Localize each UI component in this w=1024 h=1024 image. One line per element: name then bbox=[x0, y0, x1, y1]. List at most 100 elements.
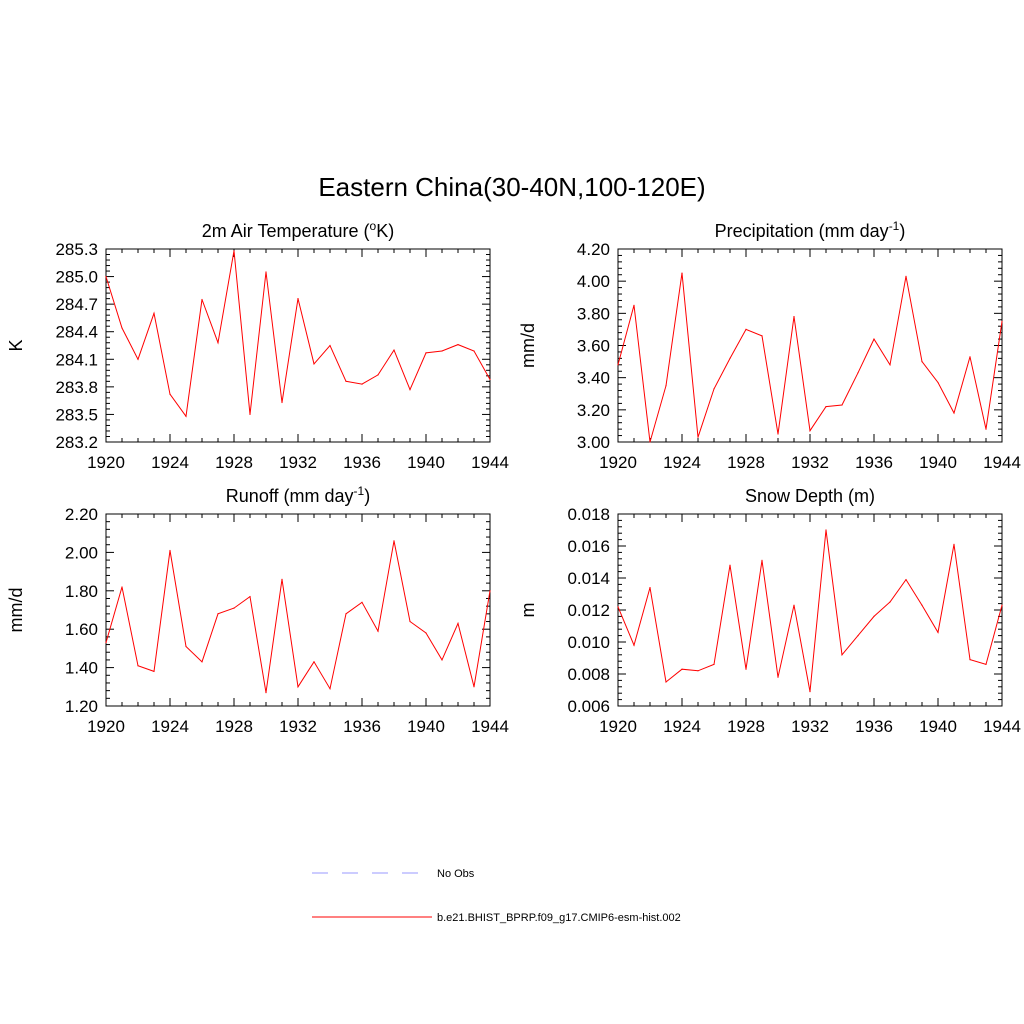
precipitation-data-point bbox=[857, 372, 859, 374]
runoff-data-point bbox=[105, 642, 107, 644]
temperature-x-tick-label: 1944 bbox=[471, 453, 509, 472]
runoff-data-point bbox=[489, 590, 491, 592]
runoff-x-tick-label: 1944 bbox=[471, 717, 509, 736]
snow-depth-data-point bbox=[633, 644, 635, 646]
precipitation-title-main: Precipitation (mm day bbox=[715, 221, 889, 241]
precipitation-x-tick-label: 1944 bbox=[983, 453, 1021, 472]
precipitation-data-point bbox=[921, 361, 923, 363]
runoff-y-tick-label: 1.20 bbox=[65, 697, 98, 716]
runoff-y-tick-label: 2.20 bbox=[65, 505, 98, 524]
temperature-title-tail: K) bbox=[376, 221, 394, 241]
snow-depth-data-point bbox=[889, 601, 891, 603]
precipitation-x-tick-label: 1924 bbox=[663, 453, 701, 472]
precipitation-data-point bbox=[825, 406, 827, 408]
runoff-data-point bbox=[313, 661, 315, 663]
snow-depth-y-tick-label: 0.008 bbox=[567, 665, 610, 684]
temperature-panel-title: 2m Air Temperature (oK) bbox=[202, 219, 394, 241]
snow-depth-data-point bbox=[697, 670, 699, 672]
runoff-title-superscript: -1 bbox=[354, 484, 365, 498]
runoff-data-point bbox=[329, 688, 331, 690]
panel-temperature: 1920 1924 1928 1932 1936 1940 1944 283.2 283.5 28… bbox=[6, 219, 509, 472]
runoff-x-tick-label: 1928 bbox=[215, 717, 253, 736]
temperature-y-tick-label: 284.1 bbox=[55, 350, 98, 369]
precipitation-panel-title: Precipitation (mm day-1) bbox=[715, 219, 906, 241]
snow-depth-y-tick-label: 0.010 bbox=[567, 633, 610, 652]
temperature-data-point bbox=[393, 349, 395, 351]
runoff-data-point bbox=[457, 622, 459, 625]
temperature-data-point bbox=[489, 378, 491, 381]
temperature-data-point bbox=[265, 271, 267, 273]
snow-depth-title-main: Snow Depth (m) bbox=[745, 486, 875, 506]
precipitation-y-tick-label: 3.20 bbox=[577, 401, 610, 420]
precipitation-x-tick-label: 1932 bbox=[791, 453, 829, 472]
precipitation-data-point bbox=[745, 328, 747, 330]
legend: No Obs b.e21.BHIST_BPRP.f09_g17.CMIP6-es… bbox=[312, 868, 681, 924]
snow-depth-data-point bbox=[761, 559, 763, 562]
temperature-data-point bbox=[409, 389, 411, 391]
runoff-data-point bbox=[393, 540, 395, 542]
snow-depth-data-point bbox=[841, 654, 843, 656]
runoff-panel-title: Runoff (mm day-1) bbox=[226, 484, 370, 506]
temperature-data-point bbox=[473, 350, 475, 352]
snow-depth-data-point bbox=[729, 564, 731, 566]
snow-depth-x-tick-label: 1932 bbox=[791, 717, 829, 736]
temperature-data-point bbox=[137, 358, 139, 360]
snow-depth-data-point bbox=[969, 659, 971, 661]
precipitation-data-point bbox=[617, 364, 619, 366]
temperature-y-axis-label: K bbox=[6, 339, 26, 351]
temperature-data-point bbox=[361, 383, 363, 385]
runoff-data-point bbox=[153, 670, 155, 673]
snow-depth-data-point bbox=[809, 691, 811, 693]
precipitation-data-point bbox=[633, 304, 635, 306]
temperature-data-point bbox=[169, 393, 171, 395]
runoff-data-point bbox=[217, 613, 219, 615]
precipitation-x-tick-label: 1928 bbox=[727, 453, 765, 472]
snow-depth-data-point bbox=[713, 663, 715, 666]
precipitation-x-tick-label: 1920 bbox=[599, 453, 637, 472]
temperature-plot-frame bbox=[105, 248, 491, 443]
runoff-title-main: Runoff (mm day bbox=[226, 486, 354, 506]
runoff-y-tick-label: 1.40 bbox=[65, 659, 98, 678]
runoff-x-tick-label: 1932 bbox=[279, 717, 317, 736]
temperature-x-tick-label: 1936 bbox=[343, 453, 381, 472]
runoff-y-tick-label: 1.60 bbox=[65, 620, 98, 639]
temperature-data-point bbox=[329, 344, 331, 347]
runoff-data-point bbox=[137, 665, 139, 667]
temperature-data-point bbox=[441, 350, 443, 352]
legend-model-label: b.e21.BHIST_BPRP.f09_g17.CMIP6-esm-hist.… bbox=[437, 912, 681, 924]
precipitation-data-point bbox=[841, 404, 843, 406]
temperature-data-point bbox=[425, 352, 427, 354]
precipitation-data-point bbox=[793, 316, 795, 318]
temperature-x-tick-label: 1920 bbox=[87, 453, 125, 472]
runoff-data-point bbox=[297, 686, 299, 688]
temperature-y-tick-label: 284.4 bbox=[55, 323, 98, 342]
snow-depth-data-point bbox=[777, 676, 779, 678]
runoff-data-point bbox=[265, 692, 267, 694]
temperature-data-point bbox=[233, 250, 235, 252]
temperature-data-point bbox=[377, 374, 379, 376]
snow-depth-data-point bbox=[921, 604, 923, 606]
precipitation-data-point bbox=[905, 275, 907, 277]
snow-depth-data-point bbox=[681, 668, 683, 670]
precipitation-plot-frame bbox=[617, 248, 1003, 443]
temperature-data-point bbox=[297, 298, 299, 300]
figure-title: Eastern China(30-40N,100-120E) bbox=[318, 172, 705, 202]
temperature-x-tick-label: 1932 bbox=[279, 453, 317, 472]
snow-depth-data-point bbox=[745, 668, 747, 670]
panel-precipitation: 1920 1924 1928 1932 1936 1940 1944 3.00 3.20 3.40… bbox=[518, 219, 1021, 472]
precipitation-data-point bbox=[729, 357, 731, 359]
runoff-data-point bbox=[233, 607, 235, 609]
panels: 1920 1924 1928 1932 1936 1940 1944 283.2 283.5 28… bbox=[6, 219, 1021, 736]
temperature-data-point bbox=[153, 312, 155, 314]
runoff-x-tick-label: 1920 bbox=[87, 717, 125, 736]
snow-depth-data-point bbox=[793, 604, 795, 606]
precipitation-y-tick-label: 3.00 bbox=[577, 433, 610, 452]
runoff-data-point bbox=[345, 613, 347, 615]
precipitation-data-point bbox=[809, 430, 811, 432]
precipitation-data-point bbox=[889, 364, 891, 366]
temperature-data-point bbox=[249, 413, 251, 415]
precipitation-data-point bbox=[713, 388, 715, 390]
precipitation-title-tail: ) bbox=[899, 221, 905, 241]
panel-snow-depth: 1920 1924 1928 1932 1936 1940 1944 0.006 0.008 0.… bbox=[518, 486, 1021, 736]
